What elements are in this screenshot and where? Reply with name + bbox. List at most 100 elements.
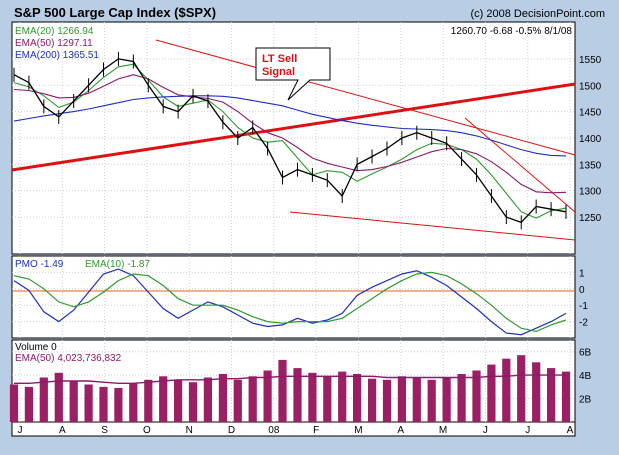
quote-readout: 1260.70 -6.68 -0.5% 8/1/08	[451, 26, 573, 37]
x-axis-strip	[11, 421, 576, 437]
chart-title: S&P 500 Large Cap Index ($SPX)	[14, 5, 216, 20]
volume-bar	[84, 384, 93, 422]
x-tick-label: N	[186, 425, 193, 436]
volume-bar	[218, 374, 227, 422]
volume-series	[9, 355, 571, 422]
pmo-y-tick: -1	[579, 301, 588, 312]
x-tick-label: M	[439, 425, 447, 436]
volume-bar	[188, 382, 198, 422]
volume-bar	[9, 384, 19, 422]
legend-ema200: EMA(200) 1365.51	[15, 50, 99, 61]
volume-bar	[382, 379, 392, 422]
copyright-text: (c) 2008 DecisionPoint.com	[470, 8, 605, 20]
pmo-y-tick: 0	[579, 285, 585, 296]
x-tick-label: A	[567, 425, 574, 436]
x-tick-label: J	[483, 425, 488, 436]
pmo-y-tick: -2	[579, 318, 588, 329]
volume-bar	[69, 381, 78, 422]
volume-bar	[412, 377, 421, 422]
volume-y-tick: 2B	[579, 395, 592, 406]
x-tick-label: J	[525, 425, 530, 436]
volume-bar	[442, 377, 451, 422]
price-y-tick: 1400	[579, 134, 602, 145]
ema-line-1	[13, 74, 567, 194]
volume-bar	[174, 379, 183, 422]
volume-bar	[517, 355, 526, 422]
x-tick-label: M	[354, 425, 362, 436]
x-tick-label: A	[59, 425, 66, 436]
price-y-tick: 1500	[579, 81, 602, 92]
x-tick-label: F	[313, 425, 319, 436]
volume-bar	[263, 370, 272, 422]
price-y-tick: 1550	[579, 55, 602, 66]
y-axis-ticks: 1550 1500 1450 1400 1350 1300 1250 1 0 -1 -2 6B 4B 2B	[579, 55, 602, 406]
volume-y-tick: 4B	[579, 371, 592, 382]
lt-sell-annotation: LT Sell Signal	[255, 47, 331, 101]
pmo-line	[13, 268, 567, 336]
pmo-legend-pmo: PMO -1.49	[15, 259, 64, 270]
price-y-tick: 1450	[579, 108, 602, 119]
volume-bar	[54, 372, 63, 422]
ema-line-0	[13, 63, 567, 219]
volume-bar	[472, 370, 481, 422]
upper-channel-line	[155, 39, 576, 156]
volume-bar	[308, 372, 317, 422]
x-tick-label: J	[18, 425, 23, 436]
volume-bar	[39, 377, 48, 422]
volume-bar	[397, 376, 406, 422]
price-line	[13, 58, 567, 224]
volume-bar	[99, 386, 108, 422]
volume-bar	[293, 368, 302, 422]
x-tick-label: O	[143, 425, 151, 436]
legend-ema20: EMA(20) 1266.94	[15, 26, 94, 37]
volume-y-tick: 6B	[579, 348, 592, 359]
pmo-series	[13, 268, 567, 336]
volume-bar	[547, 368, 556, 422]
volume-bar	[24, 386, 33, 422]
pmo-legend-ema: EMA(10) -1.87	[85, 259, 150, 270]
price-y-tick: 1350	[579, 160, 602, 171]
x-tick-label: D	[228, 425, 235, 436]
annotation-line1: LT Sell	[262, 53, 297, 65]
volume-bar	[532, 362, 541, 422]
short-trendline	[464, 117, 576, 213]
volume-ema-line	[14, 374, 566, 384]
volume-bar	[114, 388, 123, 422]
trend-lines	[11, 39, 576, 241]
pmo-ema-line	[13, 271, 567, 333]
volume-bar	[233, 379, 242, 422]
volume-bar	[338, 371, 347, 422]
x-axis-ticks: J A S O N D 08 F M A M J J A	[18, 425, 574, 436]
pmo-y-tick: 1	[579, 268, 585, 279]
price-y-tick: 1300	[579, 187, 602, 198]
volume-bar	[248, 376, 257, 422]
x-tick-label: S	[101, 425, 108, 436]
volume-bar	[502, 358, 511, 422]
volume-bar	[159, 376, 168, 422]
x-tick-label: A	[397, 425, 404, 436]
volume-bar	[353, 374, 362, 422]
major-trendline	[11, 82, 576, 172]
x-tick-label: 08	[268, 425, 280, 436]
volume-bar	[278, 359, 287, 422]
volume-bar	[487, 364, 496, 422]
annotation-line2: Signal	[262, 66, 295, 78]
volume-bar	[427, 379, 436, 422]
ema-line-2	[13, 95, 567, 157]
lower-channel-line	[289, 211, 576, 241]
volume-bar	[144, 379, 153, 422]
volume-bar	[457, 374, 466, 422]
volume-bar	[323, 376, 332, 422]
price-series	[13, 51, 567, 230]
price-y-tick: 1250	[579, 213, 602, 224]
annotation-callout	[255, 47, 331, 101]
volume-ema-legend: EMA(50) 4,023,736,832	[15, 353, 122, 364]
volume-legend: Volume 0	[15, 342, 57, 353]
volume-bar	[129, 383, 138, 422]
volume-bar	[368, 378, 377, 422]
volume-bar	[203, 377, 212, 422]
volume-bar	[561, 371, 571, 422]
legend-ema50: EMA(50) 1297.11	[15, 38, 93, 49]
